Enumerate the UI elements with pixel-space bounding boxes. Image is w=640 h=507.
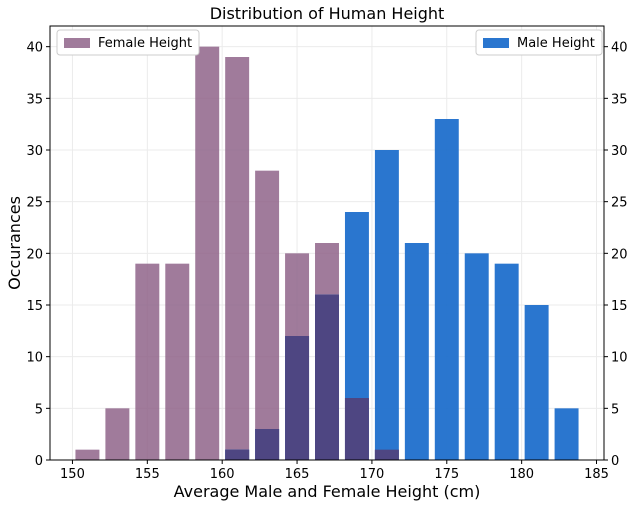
y-tick-label-right: 30 [611,144,628,159]
legend-male-label: Male Height [517,36,595,51]
x-tick-label: 150 [60,467,85,482]
y-tick-label-left: 0 [35,454,43,469]
overlap-bar [255,429,280,460]
legend-male-box [475,29,603,56]
x-tick-label: 155 [135,467,160,482]
y-tick-label-right: 20 [611,247,628,262]
y-tick-label-right: 5 [611,402,619,417]
male-bar [494,263,519,460]
y-tick-label-left: 40 [26,41,43,56]
female-bar [195,46,220,461]
plot-frame [49,25,605,461]
overlap-bar [285,336,310,460]
y-tick-label-left: 15 [26,299,43,314]
female-bar [225,57,250,460]
male-bar [404,243,429,460]
x-tick-label: 185 [584,467,609,482]
male-bar [554,408,579,460]
female-bar [105,408,130,460]
x-tick-label: 175 [434,467,459,482]
y-tick-label-left: 25 [26,196,43,211]
y-tick-label-right: 35 [611,92,628,107]
y-tick-label-left: 10 [26,351,43,366]
female-bar [255,170,280,460]
female-bar [165,263,190,460]
overlap-bars [225,294,399,460]
legend-female: Female Height [56,29,200,56]
legend-male: Male Height [475,29,603,56]
overlap-bar [374,449,399,460]
x-axis-title: Average Male and Female Height (cm) [174,482,481,501]
y-tick-label-left: 30 [26,144,43,159]
y-tick-label-right: 25 [611,196,628,211]
legend-female-label: Female Height [98,36,192,51]
x-tick-label: 170 [360,467,385,482]
y-tick-label-right: 40 [611,41,628,56]
female-bar [135,263,160,460]
overlap-bar [344,398,369,460]
y-tick-label-right: 10 [611,351,628,366]
male-bar [374,150,399,460]
overlap-bar [225,449,250,460]
legend-female-swatch [64,38,90,48]
y-tick-label-left: 20 [26,247,43,262]
y-tick-label-right: 15 [611,299,628,314]
male-bar [524,305,549,460]
chart-title: Distribution of Human Height [210,4,445,23]
x-tick-label: 165 [285,467,310,482]
y-tick-label-left: 5 [35,402,43,417]
y-tick-label-right: 0 [611,454,619,469]
x-tick-label: 160 [210,467,235,482]
y-axis-title: Occurances [5,196,24,290]
female-bar [75,449,100,460]
overlap-bar [315,294,339,460]
male-bar [464,253,489,460]
male-bar [434,119,459,460]
legend-female-box [56,29,200,56]
x-tick-label: 180 [509,467,534,482]
legend-male-swatch [483,38,509,48]
y-tick-label-left: 35 [26,92,43,107]
